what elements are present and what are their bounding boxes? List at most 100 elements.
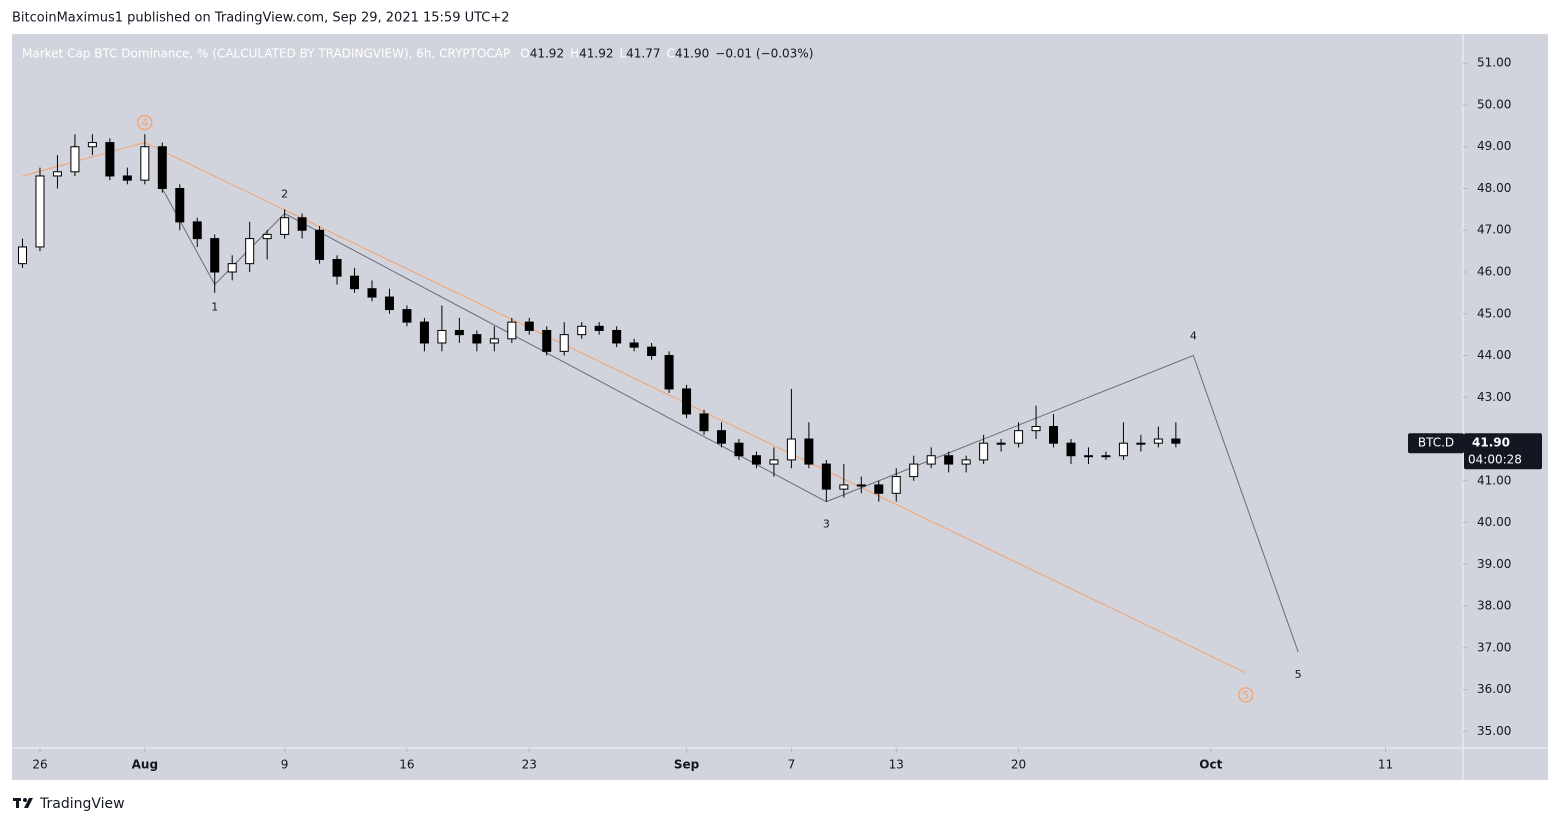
y-tick-label: 47.00 — [1477, 223, 1511, 237]
x-tick-label: 7 — [788, 758, 796, 772]
candle-body — [384, 296, 394, 311]
candle-body — [1136, 442, 1146, 445]
candle-body — [839, 484, 849, 490]
candle-body — [577, 325, 587, 336]
candle-body — [891, 476, 901, 494]
candle-body — [70, 146, 80, 173]
wave-label: 2 — [281, 188, 288, 201]
wave-label: 3 — [823, 518, 830, 531]
y-tick-label: 41.00 — [1477, 473, 1511, 487]
candle-body — [1031, 425, 1041, 432]
wave-label: 4 — [1190, 330, 1197, 343]
candle-body — [419, 321, 429, 344]
legend-title: Market Cap BTC Dominance, % (CALCULATED … — [22, 47, 510, 61]
legend-key: L — [619, 47, 626, 61]
x-tick-label: 16 — [399, 758, 414, 772]
legend-change: −0.01 (−0.03%) — [715, 47, 813, 61]
candle-body — [210, 238, 220, 273]
candle-body — [1153, 438, 1163, 444]
y-tick-label: 46.00 — [1477, 265, 1511, 279]
x-tick-label: 13 — [889, 758, 904, 772]
candle-body — [227, 263, 237, 273]
candle-body — [682, 388, 692, 415]
legend-key: H — [570, 47, 579, 61]
symbol-tag-bg — [1408, 433, 1464, 454]
legend-key: O — [520, 47, 529, 61]
x-tick-label: 26 — [32, 758, 47, 772]
legend-value: 41.90 — [675, 47, 709, 61]
candle-body — [594, 325, 604, 331]
candle-body — [1101, 455, 1111, 458]
y-tick-label: 38.00 — [1477, 599, 1511, 613]
last-price: 41.90 — [1472, 436, 1510, 450]
wave-label-circle — [1238, 687, 1254, 703]
candle-body — [751, 455, 761, 465]
candle-body — [262, 233, 272, 240]
candle-body — [507, 321, 517, 340]
candle-body — [175, 187, 185, 223]
x-tick-label: Sep — [674, 758, 700, 772]
candle-body — [35, 175, 45, 248]
candle-body — [18, 246, 27, 265]
candle-body — [944, 455, 954, 465]
y-tick-label: 44.00 — [1477, 348, 1511, 362]
legend-value: 41.92 — [579, 47, 613, 61]
x-tick-label: 11 — [1378, 758, 1393, 772]
candle-body — [192, 221, 202, 240]
wave-line — [161, 188, 1299, 653]
candle-body — [1118, 442, 1128, 457]
legend-value: 41.77 — [626, 47, 660, 61]
candle-body — [804, 438, 814, 465]
candle-body — [664, 355, 674, 390]
y-tick-label: 39.00 — [1477, 557, 1511, 571]
candle-body — [542, 329, 552, 352]
candle-body — [454, 329, 464, 336]
candle-body — [856, 484, 866, 487]
candle-body — [769, 459, 779, 465]
candle-body — [786, 438, 796, 461]
candle-body — [105, 142, 115, 177]
candle-body — [629, 342, 639, 348]
x-tick-label: Aug — [132, 758, 158, 772]
wave-label: 4 — [141, 117, 148, 130]
candle-body — [926, 455, 936, 465]
chart-background — [12, 34, 1548, 780]
x-tick-label: 23 — [522, 758, 537, 772]
legend-key: C — [667, 47, 675, 61]
x-tick-label: 9 — [281, 758, 289, 772]
candle-body — [996, 442, 1006, 445]
candle-body — [52, 171, 62, 177]
candle-body — [1171, 438, 1181, 444]
wave-label-circle — [137, 114, 153, 131]
y-tick-label: 48.00 — [1477, 181, 1511, 195]
candle-body — [1049, 425, 1059, 444]
candle-body — [297, 217, 307, 231]
x-tick-label: 20 — [1011, 758, 1026, 772]
wave-label: 5 — [1295, 668, 1302, 681]
candle-body — [524, 321, 534, 331]
candle-body — [1014, 430, 1024, 444]
candle-body — [909, 463, 919, 478]
y-tick-label: 51.00 — [1477, 56, 1511, 70]
wave-label: 1 — [211, 301, 218, 314]
y-tick-label: 36.00 — [1477, 682, 1511, 696]
y-tick-label: 37.00 — [1477, 640, 1511, 654]
candle-body — [1066, 442, 1076, 457]
candle-body — [122, 175, 132, 181]
candle-body — [559, 334, 569, 352]
candle-body — [87, 142, 97, 148]
legend-value: 41.92 — [530, 47, 564, 61]
y-tick-label: 50.00 — [1477, 97, 1511, 111]
candle-body — [245, 238, 255, 265]
candle-body — [734, 442, 744, 457]
y-tick-label: 43.00 — [1477, 390, 1511, 404]
candle-body — [367, 288, 377, 298]
candle-body — [821, 463, 831, 490]
candle-body — [437, 329, 447, 344]
candle-body — [280, 217, 290, 235]
candle-body — [315, 229, 325, 260]
footer-brand: TradingView — [39, 796, 125, 812]
candle-body — [350, 275, 360, 290]
countdown: 04:00:28 — [1468, 453, 1522, 467]
